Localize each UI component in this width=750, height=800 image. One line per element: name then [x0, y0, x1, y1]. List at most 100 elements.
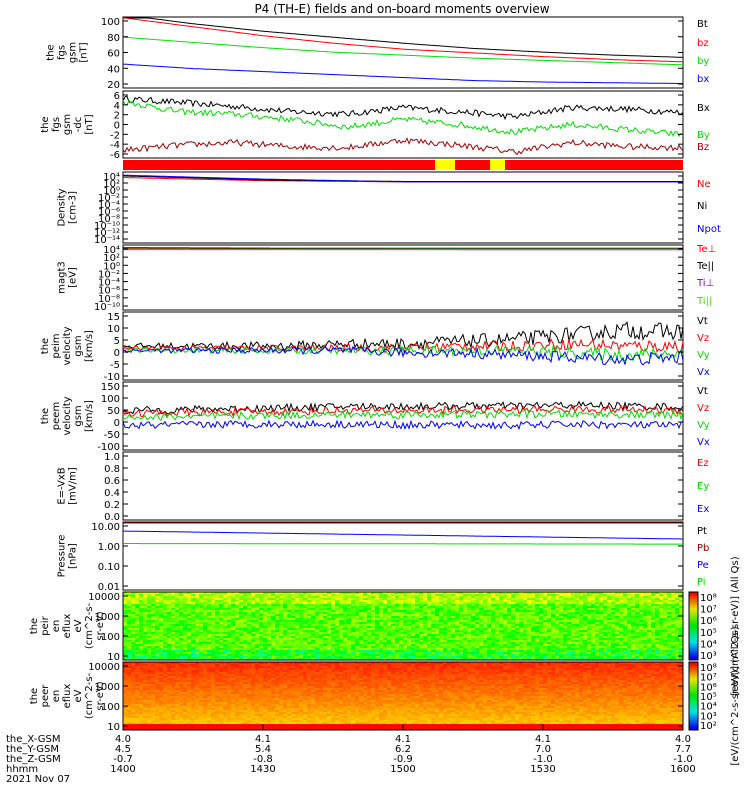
spectrogram-cell — [499, 640, 504, 643]
spectrogram-cell — [611, 650, 616, 653]
spectrogram-cell — [123, 632, 128, 635]
spectrogram-cell — [587, 640, 592, 643]
spectrogram-cell — [167, 650, 172, 653]
spectrogram-cell — [599, 598, 604, 601]
spectrogram-cell — [199, 624, 204, 627]
spectrogram-cell — [439, 646, 444, 649]
spectrogram-cell — [315, 592, 320, 595]
spectrogram-cell — [163, 628, 168, 631]
spectrogram-cell — [319, 658, 324, 661]
spectrogram-cell — [375, 608, 380, 611]
spectrogram-cell — [615, 636, 620, 639]
spectrogram-cell — [539, 598, 544, 601]
spectrogram-cell — [159, 652, 164, 655]
spectrogram-cell — [647, 594, 652, 597]
spectrogram-cell — [443, 632, 448, 635]
spectrogram-cell — [555, 614, 560, 617]
spectrogram-cell — [319, 598, 324, 601]
spectrogram-cell — [239, 602, 244, 605]
spectrogram-cell — [327, 636, 332, 639]
spectrogram-cell — [407, 644, 412, 647]
spectrogram-cell — [223, 648, 228, 651]
spectrogram-cell — [495, 596, 500, 599]
spectrogram-cell — [659, 608, 664, 611]
spectrogram-cell — [311, 632, 316, 635]
spectrogram-cell — [499, 652, 504, 655]
spectrogram-cell — [167, 598, 172, 601]
spectrogram-cell — [547, 634, 552, 637]
spectrogram-cell — [503, 598, 508, 601]
spectrogram-cell — [263, 598, 268, 601]
spectrogram-cell — [667, 644, 672, 647]
spectrogram-cell — [407, 604, 412, 607]
spectrogram-cell — [279, 632, 284, 635]
spectrogram-cell — [271, 652, 276, 655]
spectrogram-cell — [387, 602, 392, 605]
spectrogram-cell — [319, 612, 324, 615]
spectrogram-cell — [363, 624, 368, 627]
spectrogram-cell — [135, 604, 140, 607]
spectrogram-cell — [519, 630, 524, 633]
spectrogram-cell — [203, 652, 208, 655]
spectrogram-cell — [255, 626, 260, 629]
spectrogram-cell — [375, 610, 380, 613]
spectrogram-cell — [539, 614, 544, 617]
spectrogram-cell — [331, 594, 336, 597]
spectrogram-cell — [371, 640, 376, 643]
spectrogram-cell — [339, 648, 344, 651]
spectrogram-cell — [339, 596, 344, 599]
spectrogram-cell — [291, 608, 296, 611]
spectrogram-cell — [299, 654, 304, 657]
spectrogram-cell — [315, 650, 320, 653]
spectrogram-cell — [267, 616, 272, 619]
spectrogram-cell — [295, 652, 300, 655]
spectrogram-cell — [647, 644, 652, 647]
spectrogram-cell — [199, 594, 204, 597]
spectrogram-cell — [467, 628, 472, 631]
spectrogram-cell — [179, 652, 184, 655]
spectrogram-cell — [615, 634, 620, 637]
spectrogram-cell — [547, 658, 552, 661]
spectrogram-cell — [663, 636, 668, 639]
spectrogram-cell — [619, 648, 624, 651]
spectrogram-cell — [199, 608, 204, 611]
spectrogram-cell — [483, 652, 488, 655]
spectrogram-cell — [395, 640, 400, 643]
spectrogram-cell — [671, 630, 676, 633]
spectrogram-cell — [167, 626, 172, 629]
spectrogram-cell — [643, 628, 648, 631]
spectrogram-cell — [255, 628, 260, 631]
spectrogram-cell — [139, 610, 144, 613]
spectrogram-cell — [375, 658, 380, 661]
spectrogram-cell — [219, 600, 224, 603]
spectrogram-cell — [431, 604, 436, 607]
spectrogram-cell — [599, 630, 604, 633]
spectrogram-cell — [275, 650, 280, 653]
spectrogram-cell — [655, 650, 660, 653]
spectrogram-cell — [211, 594, 216, 597]
spectrogram-cell — [499, 602, 504, 605]
spectrogram-cell — [471, 624, 476, 627]
spectrogram-cell — [291, 612, 296, 615]
spectrogram-cell — [263, 616, 268, 619]
spectrogram-cell — [531, 592, 536, 595]
spectrogram-cell — [471, 656, 476, 659]
spectrogram-cell — [651, 636, 656, 639]
spectrogram-cell — [183, 616, 188, 619]
spectrogram-cell — [407, 602, 412, 605]
spectrogram-cell — [447, 646, 452, 649]
spectrogram-cell — [347, 614, 352, 617]
spectrogram-cell — [199, 630, 204, 633]
spectrogram-cell — [295, 616, 300, 619]
spectrogram-cell — [579, 606, 584, 609]
spectrogram-cell — [243, 592, 248, 595]
spectrogram-cell — [511, 636, 516, 639]
spectrogram-cell — [671, 638, 676, 641]
spectrogram-cell — [247, 646, 252, 649]
spectrogram-cell — [251, 614, 256, 617]
spectrogram-cell — [151, 638, 156, 641]
spectrogram-cell — [135, 620, 140, 623]
spectrogram-cell — [135, 658, 140, 661]
spectrogram-cell — [455, 640, 460, 643]
spectrogram-cell — [207, 642, 212, 645]
